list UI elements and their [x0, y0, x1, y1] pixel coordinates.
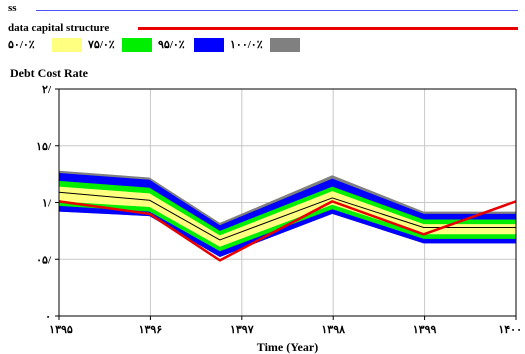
envelope-500	[59, 186, 516, 247]
y-tick-label: ۱۵/	[36, 141, 52, 153]
x-tick-label: ۱۳۹۸	[321, 324, 345, 336]
legend-line-data-swatch	[138, 27, 518, 30]
x-tick-label: ۱۳۹۶	[139, 324, 163, 336]
band-label-95: ۹۵/۰٪	[158, 39, 185, 51]
x-tick-label: ۱۳۹۷	[230, 324, 254, 336]
legend-line-data: data capital structure	[8, 22, 109, 35]
x-tick-label: ۱۳۹۵	[49, 324, 73, 336]
chart-title: Debt Cost Rate	[10, 66, 88, 80]
band-label-100: ۱۰۰/۰٪	[230, 39, 263, 51]
band-label-50: ۵۰/۰٪	[8, 39, 35, 51]
y-tick-label: ۱/	[42, 198, 52, 210]
series-data-capital-structure-line	[58, 200, 517, 262]
x-tick-label: ۱۳۹۹	[413, 324, 437, 336]
legend-line-ss-swatch	[36, 10, 518, 11]
x-tick-label: ۱۴۰۰	[498, 324, 522, 336]
band-label-75: ۷۵/۰٪	[88, 39, 115, 51]
legend-line-ss: ss	[8, 2, 17, 15]
y-tick-label: ۲/	[42, 84, 52, 96]
band-swatch-100	[270, 38, 300, 52]
legend-line-data-label: data capital structure	[8, 22, 110, 34]
y-tick-label: ۰	[45, 311, 51, 323]
legend-line-ss-label: ss	[8, 2, 17, 14]
y-tick-label: ۰۵/	[36, 254, 52, 266]
x-axis-label: Time (Year)	[257, 340, 318, 354]
band-swatch-50	[52, 38, 82, 52]
band-swatch-75	[122, 38, 152, 52]
band-swatch-95	[194, 38, 224, 52]
